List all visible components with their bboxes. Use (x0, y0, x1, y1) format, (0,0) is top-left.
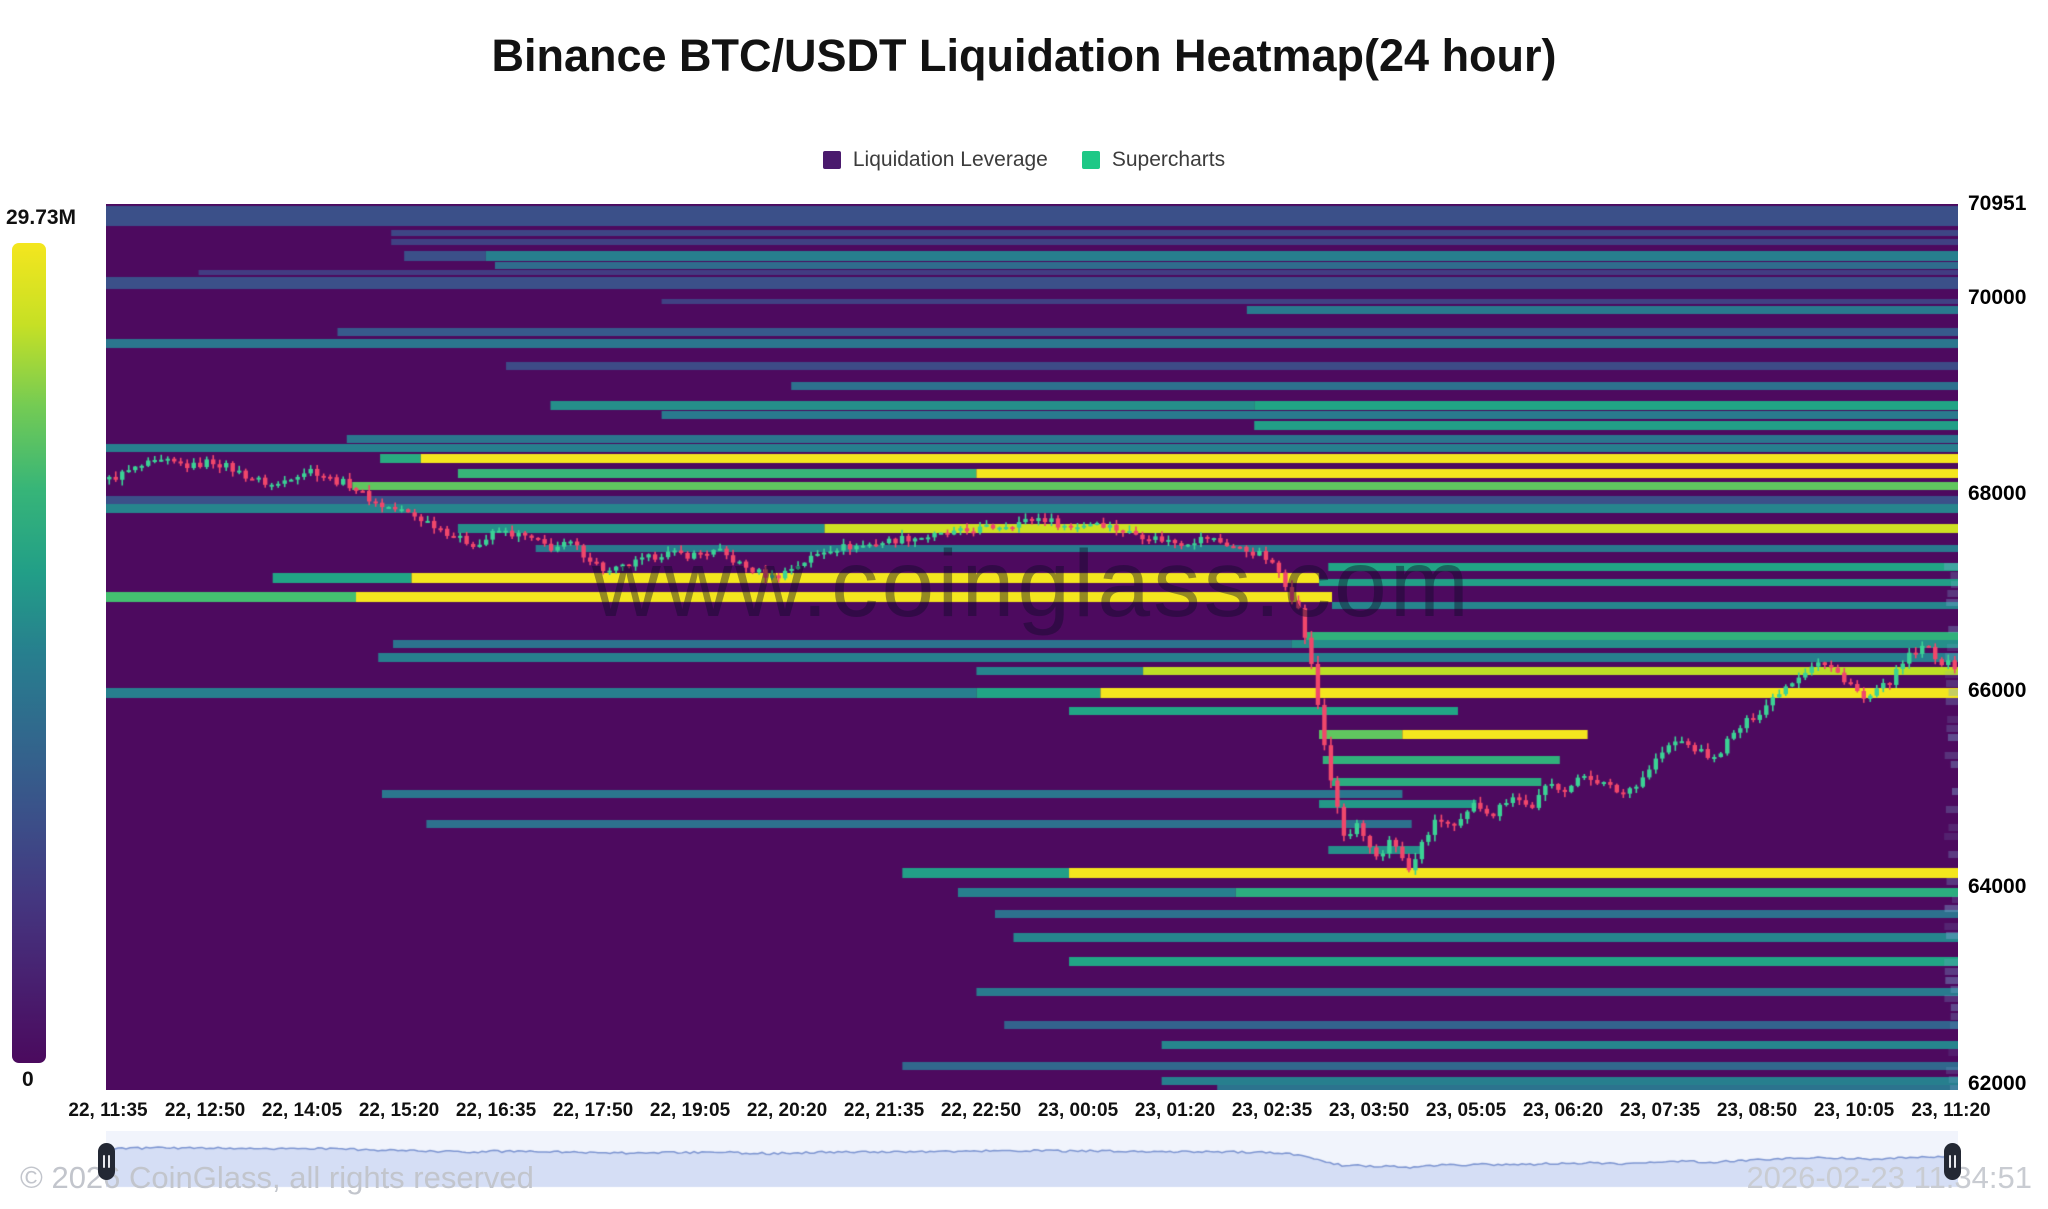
x-tick-label: 23, 03:50 (1328, 1100, 1410, 1121)
navigator-right-handle[interactable] (1944, 1143, 1961, 1180)
x-tick-label: 23, 07:35 (1619, 1100, 1701, 1121)
generated-timestamp: 2026-02-23 11:34:51 (1746, 1160, 2032, 1195)
legend-label: Liquidation Leverage (852, 148, 1048, 171)
x-tick-label: 22, 12:50 (164, 1100, 246, 1121)
x-tick-label: 23, 01:20 (1134, 1100, 1216, 1121)
colorbar-max-label: 29.73M (6, 206, 77, 229)
x-tick-label: 23, 10:05 (1813, 1100, 1895, 1121)
liquidation-heatmap-canvas[interactable] (106, 204, 1958, 1090)
colorbar-min-label: 0 (22, 1068, 34, 1091)
legend-item-liquidation-leverage[interactable]: Liquidation Leverage (822, 148, 1048, 172)
x-tick-label: 22, 15:20 (358, 1100, 440, 1121)
x-tick-label: 22, 19:05 (649, 1100, 731, 1121)
x-tick-label: 22, 20:20 (746, 1100, 828, 1121)
y-tick-label: 70000 (1968, 285, 2027, 309)
legend: Liquidation Leverage Supercharts (0, 148, 2048, 172)
navigator-strip[interactable] (106, 1131, 1958, 1189)
y-tick-label: 68000 (1968, 482, 2027, 506)
navigator-left-handle[interactable] (98, 1143, 115, 1180)
y-tick-label: 70951 (1968, 192, 2027, 215)
legend-item-supercharts[interactable]: Supercharts (1081, 148, 1226, 172)
x-tick-label: 22, 22:50 (940, 1100, 1022, 1121)
x-tick-label: 23, 00:05 (1037, 1100, 1119, 1121)
x-tick-label: 22, 11:35 (68, 1100, 148, 1121)
chart-title: Binance BTC/USDT Liquidation Heatmap(24 … (491, 30, 1557, 81)
x-tick-label: 23, 05:05 (1425, 1100, 1507, 1121)
y-tick-label: 66000 (1968, 678, 2027, 702)
x-tick-label: 22, 14:05 (261, 1100, 343, 1121)
x-tick-label: 23, 11:20 (1911, 1100, 1991, 1121)
x-tick-label: 22, 17:50 (552, 1100, 634, 1121)
x-tick-label: 23, 02:35 (1231, 1100, 1313, 1121)
x-tick-label: 22, 21:35 (843, 1100, 925, 1121)
x-tick-label: 22, 16:35 (455, 1100, 537, 1121)
legend-label: Supercharts (1111, 148, 1226, 171)
y-tick-label: 64000 (1968, 875, 2027, 899)
liquidation-leverage-swatch-icon (822, 151, 841, 169)
supercharts-swatch-icon (1081, 151, 1100, 169)
colorbar-gradient (12, 243, 46, 1063)
x-tick-label: 23, 06:20 (1522, 1100, 1604, 1121)
x-tick-label: 23, 08:50 (1716, 1100, 1798, 1121)
y-tick-label: 62000 (1968, 1072, 2027, 1096)
